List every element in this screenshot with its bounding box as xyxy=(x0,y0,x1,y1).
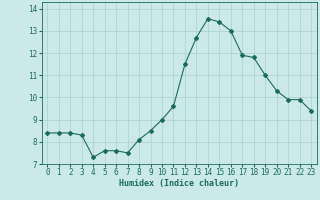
X-axis label: Humidex (Indice chaleur): Humidex (Indice chaleur) xyxy=(119,179,239,188)
